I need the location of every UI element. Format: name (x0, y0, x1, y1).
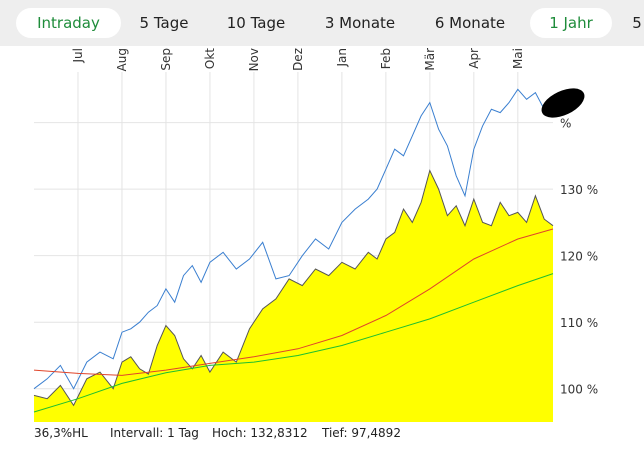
tab-intraday[interactable]: Intraday (16, 8, 121, 38)
ma-short-line (33, 228, 554, 376)
y-tick-label: 120 % (560, 250, 598, 264)
x-tick-label: Sep (159, 48, 173, 71)
performance-chart: 100 % 110 % 120 % 130 %% Jul Aug Sep Okt Nov Dez J… (33, 48, 598, 422)
x-tick-label: Jul (71, 48, 85, 63)
x-tick-label: Jan (335, 48, 349, 68)
x-tick-label: Feb (379, 48, 393, 69)
footer-interval: Intervall: 1 Tag (110, 426, 199, 440)
x-tick-label: Apr (467, 48, 481, 69)
x-tick-label: Dez (291, 48, 305, 71)
benchmark-line (33, 88, 554, 390)
ma-long-line (33, 273, 554, 413)
footer-high: Hoch: 132,8312 (212, 426, 308, 440)
tab-6-monate[interactable]: 6 Monate (434, 14, 506, 32)
tab-3-monate[interactable]: 3 Monate (324, 14, 396, 32)
area-fill (34, 170, 553, 422)
footer-range: 36,3%HL (34, 426, 88, 440)
tab-5-tage[interactable]: 5 Tage (139, 14, 189, 32)
y-tick-label: % (560, 117, 571, 131)
period-tab-bar: Intraday 5 Tage 10 Tage 3 Monate 6 Monat… (0, 0, 644, 46)
y-tick-label: 100 % (560, 383, 598, 397)
y-tick-label: 130 % (560, 183, 598, 197)
x-tick-label: Mai (511, 48, 525, 69)
x-tick-label: Mär (423, 48, 437, 71)
area-outline (33, 169, 554, 407)
redaction-blot (541, 88, 585, 118)
x-tick-label: Nov (247, 48, 261, 71)
y-tick-label: 110 % (560, 316, 598, 330)
tab-5-jahre[interactable]: 5 (632, 14, 642, 32)
tab-1-jahr[interactable]: 1 Jahr (530, 8, 612, 38)
tab-10-tage[interactable]: 10 Tage (226, 14, 286, 32)
x-tick-label: Okt (203, 48, 217, 69)
footer-low: Tief: 97,4892 (322, 426, 401, 440)
x-tick-label: Aug (115, 48, 129, 71)
